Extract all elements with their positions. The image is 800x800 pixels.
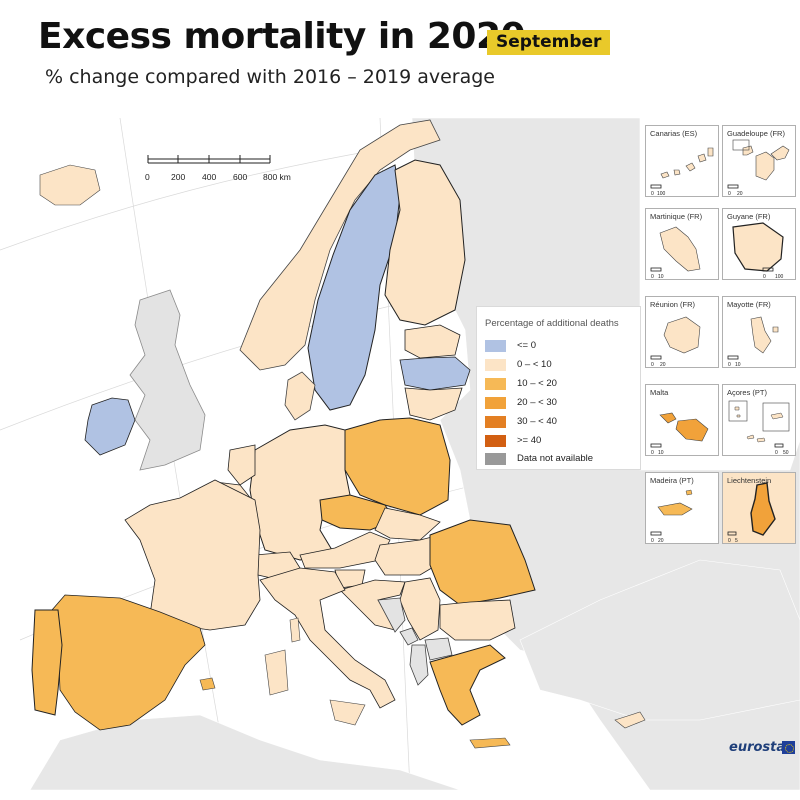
inset-name: Madeira (PT)	[650, 476, 694, 485]
svg-text:0: 0	[651, 362, 654, 367]
svg-text:100: 100	[657, 191, 666, 196]
svg-text:0: 0	[728, 538, 731, 543]
svg-text:0: 0	[763, 274, 766, 279]
inset-name: Guyane (FR)	[727, 212, 771, 221]
map-title: Excess mortality in 2020	[38, 16, 526, 57]
inset-name: Martinique (FR)	[650, 212, 703, 221]
map-subtitle: % change compared with 2016 – 2019 avera…	[45, 66, 495, 88]
legend-label: <= 0	[517, 340, 537, 351]
inset-guyane: Guyane (FR) 0 100	[722, 208, 796, 280]
svg-text:5: 5	[735, 538, 738, 543]
legend-label: 0 – < 10	[517, 359, 552, 370]
svg-text:0: 0	[651, 538, 654, 543]
inset-madeira: Madeira (PT) 0 20	[645, 472, 719, 544]
country-finland	[384, 159, 466, 326]
legend-swatch	[485, 340, 506, 352]
legend-swatch	[485, 359, 506, 371]
legend-swatch	[485, 397, 506, 409]
inset-canarias: Canarias (ES) 0 100	[645, 125, 719, 197]
svg-text:20: 20	[660, 362, 666, 367]
svg-text:0: 0	[651, 274, 654, 279]
country-romania	[429, 519, 536, 606]
scale-tick: 400	[202, 172, 217, 182]
legend-label: 30 – < 40	[517, 416, 557, 427]
svg-text:20: 20	[658, 538, 664, 543]
land-north-africa	[29, 714, 461, 790]
inset-guadeloupe: Guadeloupe (FR) 0 20	[722, 125, 796, 197]
svg-text:50: 50	[783, 450, 789, 455]
country-montenegro	[399, 627, 419, 646]
scale-tick: 800 km	[263, 172, 291, 182]
inset-name: Malta	[650, 388, 669, 397]
svg-text:10: 10	[658, 450, 664, 455]
country-ireland	[84, 397, 136, 456]
scale-tick: 200	[171, 172, 186, 182]
country-poland	[344, 417, 451, 516]
legend-swatch	[485, 435, 506, 447]
scale-tick: 0	[145, 172, 150, 182]
svg-text:10: 10	[658, 274, 664, 279]
scale-tick: 600	[233, 172, 248, 182]
map-legend: Percentage of additional deaths <= 0 0 –…	[476, 306, 641, 470]
legend-label: Data not available	[517, 453, 594, 464]
legend-label: >= 40	[517, 435, 542, 446]
inset-name: Açores (PT)	[727, 388, 768, 397]
france-corsica	[289, 617, 301, 643]
country-greece	[429, 644, 506, 726]
land-iceland	[39, 164, 101, 206]
inset-mayotte: Mayotte (FR) 0 10	[722, 296, 796, 368]
country-united-kingdom	[129, 289, 206, 471]
legend-swatch	[485, 453, 506, 465]
country-albania	[409, 644, 429, 686]
inset-acores: Açores (PT) 0 50	[722, 384, 796, 456]
inset-name: Guadeloupe (FR)	[727, 129, 785, 138]
eu-flag-icon	[782, 741, 795, 754]
inset-malta: Malta 0 10	[645, 384, 719, 456]
country-netherlands	[227, 444, 256, 486]
spain-balearic	[199, 677, 216, 691]
legend-label: 20 – < 30	[517, 397, 557, 408]
inset-name: Mayotte (FR)	[727, 300, 771, 309]
eurostat-logo: eurostat	[729, 740, 792, 755]
country-latvia	[399, 356, 471, 391]
country-bulgaria	[439, 599, 516, 641]
country-north-macedonia	[424, 637, 453, 661]
country-italy	[259, 567, 396, 709]
country-france	[124, 479, 261, 631]
svg-text:0: 0	[651, 191, 654, 196]
inset-name: Liechtenstein	[727, 476, 772, 485]
svg-text:0: 0	[728, 191, 731, 196]
italy-sardinia	[264, 649, 289, 696]
legend-swatch	[485, 416, 506, 428]
country-estonia	[404, 324, 461, 359]
country-lithuania	[404, 387, 463, 421]
legend-swatch	[485, 378, 506, 390]
svg-text:0: 0	[728, 362, 731, 367]
country-bosnia	[377, 597, 406, 633]
svg-text:10: 10	[735, 362, 741, 367]
month-badge: September	[487, 30, 611, 55]
country-cyprus	[614, 711, 646, 729]
svg-text:20: 20	[737, 191, 743, 196]
inset-name: Canarias (ES)	[650, 129, 698, 138]
legend-title: Percentage of additional deaths	[485, 318, 619, 329]
inset-martinique: Martinique (FR) 0 10	[645, 208, 719, 280]
legend-label: 10 – < 20	[517, 378, 557, 389]
svg-text:100: 100	[775, 274, 784, 279]
inset-reunion: Réunion (FR) 0 20	[645, 296, 719, 368]
country-norway	[239, 119, 441, 371]
italy-sicily	[329, 699, 366, 726]
greece-crete	[469, 737, 511, 749]
inset-name: Réunion (FR)	[650, 300, 696, 309]
svg-text:0: 0	[775, 450, 778, 455]
country-portugal	[31, 609, 63, 716]
svg-text:0: 0	[651, 450, 654, 455]
country-denmark	[284, 371, 316, 421]
land-turkey	[519, 559, 800, 721]
scale-bar	[147, 155, 271, 164]
